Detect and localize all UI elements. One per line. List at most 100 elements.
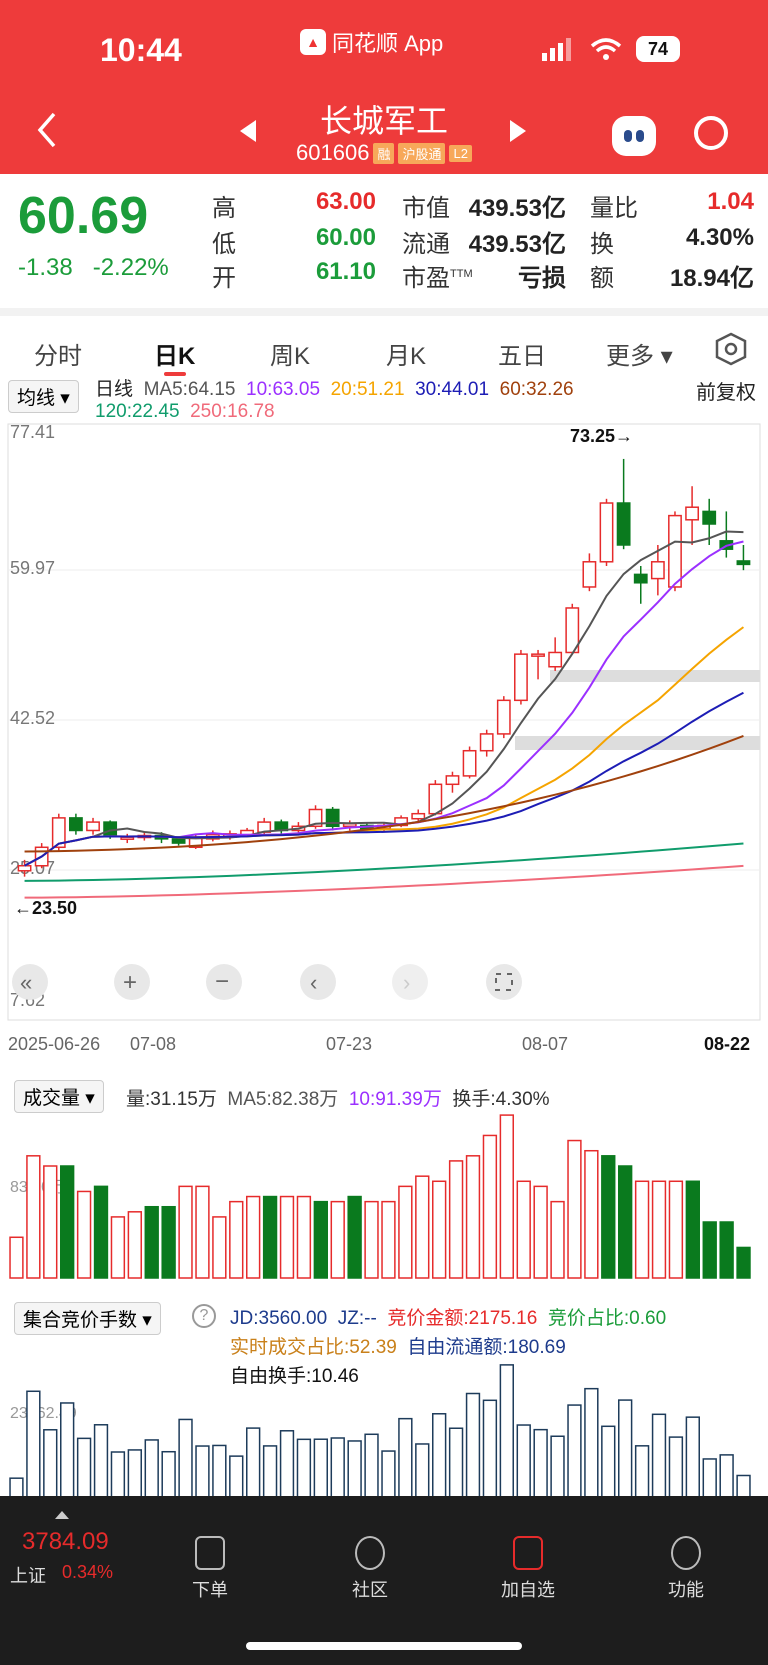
adjust-mode[interactable]: 前复权 bbox=[696, 382, 756, 404]
tab-more[interactable]: 更多 ▾ bbox=[606, 343, 673, 370]
volume-select[interactable]: 成交量 ▾ bbox=[14, 1080, 104, 1113]
help-icon[interactable]: ? bbox=[192, 1304, 216, 1328]
ma-period: 日线 bbox=[95, 379, 134, 400]
app-logo-icon: ▲ bbox=[300, 29, 326, 55]
kline-chart[interactable]: 77.41 59.97 42.52 25.07 7.62 73.25→ ←23.… bbox=[0, 420, 768, 1060]
vol-value: 量:31.15万 bbox=[126, 1089, 217, 1110]
volume-chart[interactable]: 83.30万 bbox=[0, 1108, 768, 1284]
nav-add-watchlist[interactable]: 加自选 bbox=[488, 1536, 568, 1602]
price-change: -1.38 -2.22% bbox=[18, 254, 169, 282]
svg-text:›: › bbox=[403, 970, 410, 995]
fullscreen-icon[interactable] bbox=[486, 964, 522, 1000]
volume-select-label: 成交量 bbox=[23, 1088, 81, 1109]
volume-bar bbox=[76, 1190, 92, 1279]
vol-ma10: 10:91.39万 bbox=[348, 1089, 442, 1110]
search-icon[interactable] bbox=[694, 116, 728, 150]
float-value: 439.53亿 bbox=[468, 231, 566, 258]
auction-bar bbox=[76, 1437, 92, 1501]
back-arrow-icon[interactable] bbox=[36, 112, 58, 157]
auction-select[interactable]: 集合竞价手数 ▾ bbox=[14, 1302, 161, 1335]
tab-weekly[interactable]: 周K bbox=[270, 343, 311, 370]
low-mark: ←23.50 bbox=[14, 898, 77, 918]
index-value[interactable]: 3784.09 bbox=[22, 1528, 109, 1555]
pe-label-text: 市盈 bbox=[402, 265, 450, 292]
volume-bar bbox=[702, 1221, 717, 1279]
tab-monthly[interactable]: 月K bbox=[386, 343, 427, 370]
volume-bar bbox=[195, 1185, 210, 1279]
chart-control-bar: « + − ‹ › bbox=[12, 964, 522, 1000]
auction-bar bbox=[212, 1444, 227, 1501]
auction-bar bbox=[601, 1425, 616, 1501]
auction-bar bbox=[296, 1438, 312, 1501]
nav-functions[interactable]: 功能 bbox=[646, 1536, 726, 1602]
status-time: 10:44 bbox=[100, 32, 182, 68]
indicator-select[interactable]: 均线 ▾ bbox=[8, 380, 79, 413]
auction-free-turn: 自由换手:10.46 bbox=[230, 1366, 359, 1387]
volume-bar bbox=[584, 1149, 599, 1279]
volume-bar bbox=[736, 1246, 751, 1279]
mcap-label: 市值 bbox=[402, 195, 450, 222]
pe-value: 亏损 bbox=[518, 265, 566, 292]
volume-bar bbox=[279, 1195, 295, 1279]
ma250-label: 250:16.78 bbox=[190, 401, 275, 422]
nav-community-label: 社区 bbox=[352, 1580, 388, 1600]
scroll-left-icon[interactable] bbox=[300, 964, 336, 1000]
volume-bar bbox=[668, 1180, 684, 1279]
robot-assistant-icon[interactable] bbox=[612, 116, 656, 156]
volume-bar bbox=[43, 1165, 58, 1279]
x-label-2: 07-23 bbox=[326, 1034, 372, 1054]
candle-body bbox=[548, 651, 563, 668]
zoom-in-icon[interactable] bbox=[114, 964, 150, 1000]
ma60-label: 60:32.26 bbox=[499, 379, 574, 400]
support-band bbox=[515, 736, 760, 750]
ma120-label: 120:22.45 bbox=[95, 401, 180, 422]
auction-chart[interactable]: 23262.49 bbox=[0, 1326, 768, 1504]
zoom-out-icon[interactable] bbox=[206, 964, 242, 1000]
volume-bar bbox=[618, 1165, 633, 1279]
open-label: 开 bbox=[212, 265, 236, 292]
volume-bar bbox=[651, 1180, 667, 1279]
auction-bar bbox=[567, 1404, 582, 1501]
auction-bar bbox=[685, 1416, 700, 1501]
candle-body bbox=[120, 836, 135, 840]
auction-bar bbox=[448, 1427, 464, 1501]
nav-add-label: 加自选 bbox=[501, 1580, 555, 1600]
tab-daily[interactable]: 日K bbox=[154, 343, 196, 370]
ma30-label: 30:44.01 bbox=[415, 379, 490, 400]
svg-text:«: « bbox=[20, 970, 32, 995]
prev-stock-icon[interactable] bbox=[238, 118, 258, 151]
bottom-nav: 3784.09 上证 0.34% bbox=[0, 1496, 768, 1665]
turn-label: 换 bbox=[590, 231, 614, 258]
auction-bar bbox=[144, 1439, 159, 1501]
collapse-icon[interactable] bbox=[12, 964, 48, 1000]
tab-five-day[interactable]: 五日 bbox=[498, 343, 546, 370]
volume-bar bbox=[398, 1185, 413, 1279]
community-star-icon bbox=[355, 1536, 385, 1570]
nav-order[interactable]: 下单 bbox=[170, 1536, 250, 1602]
auction-bar bbox=[584, 1387, 599, 1501]
y-label-2: 59.97 bbox=[10, 558, 55, 578]
settings-hex-icon[interactable] bbox=[714, 332, 748, 366]
tab-intraday[interactable]: 分时 bbox=[34, 343, 82, 370]
pe-ttm-sup: TTM bbox=[450, 268, 473, 280]
candle-body bbox=[51, 817, 66, 849]
ma60-line bbox=[24, 734, 744, 853]
tag-margin: 融 bbox=[373, 142, 395, 164]
candle-body bbox=[650, 561, 665, 580]
svg-text:−: − bbox=[215, 968, 229, 995]
active-tab-indicator bbox=[164, 372, 186, 376]
auction-bar bbox=[279, 1430, 295, 1501]
volume-bar bbox=[127, 1211, 142, 1279]
volume-bar bbox=[516, 1180, 531, 1279]
next-stock-icon[interactable] bbox=[508, 118, 528, 151]
nav-community[interactable]: 社区 bbox=[330, 1536, 410, 1602]
ma5-line bbox=[24, 530, 744, 867]
amt-label: 额 bbox=[590, 265, 614, 292]
scroll-right-icon[interactable] bbox=[392, 964, 428, 1000]
volume-bar bbox=[93, 1185, 109, 1279]
auction-free-float: 自由流通额:180.69 bbox=[407, 1337, 566, 1358]
candle-body bbox=[428, 783, 443, 815]
ma10-line bbox=[24, 540, 744, 867]
stock-code-row: 601606 融 沪股通 L2 bbox=[0, 140, 768, 166]
auction-bar bbox=[651, 1413, 667, 1501]
